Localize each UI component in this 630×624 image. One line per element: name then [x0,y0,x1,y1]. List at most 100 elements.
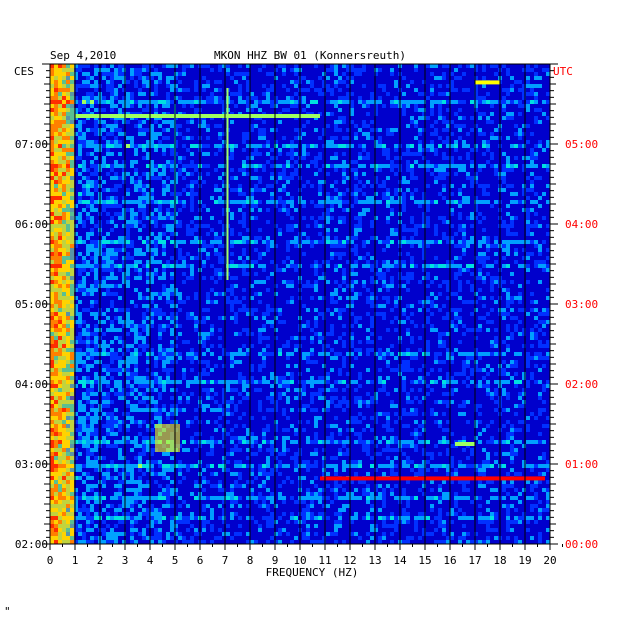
heatmap-cell [226,388,230,392]
heatmap-cell [54,392,58,396]
heatmap-cell [438,240,442,244]
heatmap-cell [110,356,114,360]
heatmap-cell [82,224,86,228]
heatmap-cell [70,240,74,244]
heatmap-cell [458,116,462,120]
heatmap-cell [258,388,262,392]
heatmap-cell [490,204,494,208]
heatmap-cell [442,280,446,284]
heatmap-cell [422,300,426,304]
heatmap-cell [182,440,186,444]
heatmap-cell [110,228,114,232]
heatmap-cell [146,424,150,428]
heatmap-cell [358,420,362,424]
heatmap-cell [486,192,490,196]
heatmap-cell [530,188,534,192]
heatmap-cell [202,340,206,344]
heatmap-cell [354,396,358,400]
heatmap-cell [86,308,90,312]
heatmap-cell [126,236,130,240]
heatmap-cell [330,436,334,440]
heatmap-cell [406,152,410,156]
heatmap-cell [62,440,66,444]
heatmap-cell [418,204,422,208]
heatmap-cell [430,368,434,372]
heatmap-cell [370,316,374,320]
heatmap-cell [346,240,350,244]
heatmap-cell [534,212,538,216]
heatmap-cell [274,376,278,380]
heatmap-cell [90,284,94,288]
heatmap-cell [110,256,114,260]
heatmap-cell [482,200,486,204]
heatmap-cell [394,148,398,152]
heatmap-cell [546,200,550,204]
heatmap-cell [66,300,70,304]
heatmap-cell [138,200,142,204]
heatmap-cell [206,396,210,400]
heatmap-cell [166,84,170,88]
heatmap-cell [66,76,70,80]
heatmap-cell [466,280,470,284]
heatmap-cell [118,340,122,344]
heatmap-cell [318,204,322,208]
heatmap-cell [126,392,130,396]
heatmap-cell [514,384,518,388]
heatmap-cell [430,300,434,304]
heatmap-cell [490,368,494,372]
heatmap-cell [330,296,334,300]
heatmap-cell [62,68,66,72]
heatmap-cell [462,268,466,272]
heatmap-cell [326,440,330,444]
heatmap-cell [350,268,354,272]
heatmap-cell [62,88,66,92]
heatmap-cell [158,216,162,220]
heatmap-cell [86,192,90,196]
heatmap-cell [422,252,426,256]
heatmap-cell [126,188,130,192]
heatmap-cell [138,228,142,232]
heatmap-cell [510,168,514,172]
heatmap-cell [534,164,538,168]
heatmap-cell [70,148,74,152]
heatmap-cell [542,344,546,348]
heatmap-cell [378,240,382,244]
heatmap-cell [50,84,54,88]
heatmap-cell [382,152,386,156]
heatmap-cell [438,420,442,424]
heatmap-cell [54,132,58,136]
heatmap-cell [242,252,246,256]
heatmap-cell [306,360,310,364]
heatmap-cell [62,300,66,304]
heatmap-cell [50,208,54,212]
heatmap-cell [262,120,266,124]
heatmap-cell [166,224,170,228]
heatmap-cell [366,380,370,384]
heatmap-cell [310,244,314,248]
heatmap-cell [74,264,78,268]
heatmap-cell [162,352,166,356]
heatmap-cell [334,84,338,88]
heatmap-cell [62,76,66,80]
heatmap-cell [418,224,422,228]
heatmap-cell [470,64,474,68]
heatmap-cell [162,168,166,172]
heatmap-cell [450,72,454,76]
heatmap-cell [362,200,366,204]
heatmap-cell [494,200,498,204]
heatmap-cell [526,428,530,432]
heatmap-cell [510,184,514,188]
heatmap-cell [470,128,474,132]
heatmap-cell [530,376,534,380]
heatmap-cell [54,136,58,140]
heatmap-cell [258,144,262,148]
heatmap-cell [334,440,338,444]
heatmap-cell [286,280,290,284]
heatmap-cell [334,396,338,400]
heatmap-cell [94,332,98,336]
heatmap-cell [54,188,58,192]
heatmap-cell [66,436,70,440]
heatmap-cell [382,312,386,316]
heatmap-cell [382,412,386,416]
heatmap-cell [502,176,506,180]
